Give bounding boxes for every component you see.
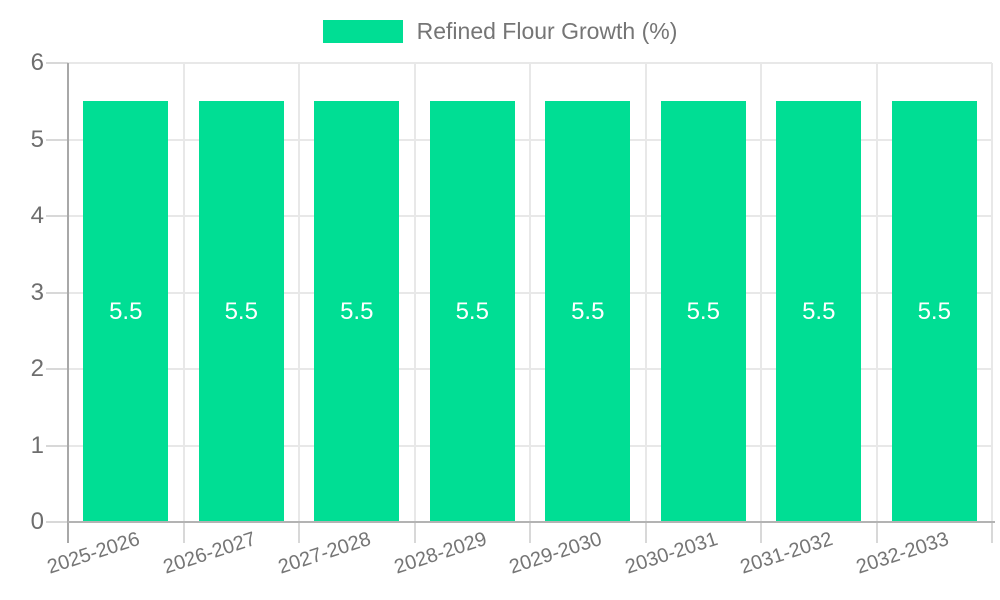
x-axis-tick xyxy=(182,522,185,543)
y-axis-tick xyxy=(46,291,68,294)
vertical-gridline xyxy=(529,63,531,522)
y-axis-label: 1 xyxy=(30,431,44,459)
bar[interactable]: 5.5 xyxy=(545,101,631,522)
bar-value-label: 5.5 xyxy=(686,297,720,325)
x-axis-tick xyxy=(298,522,300,543)
bar-value-label: 5.5 xyxy=(917,297,951,325)
bar[interactable]: 5.5 xyxy=(660,101,746,522)
y-axis-tick xyxy=(46,521,68,523)
x-axis-label: 2025-2026 xyxy=(44,528,143,579)
x-axis-label: 2029-2030 xyxy=(506,528,605,579)
vertical-gridline xyxy=(644,63,647,522)
vertical-gridline xyxy=(298,63,300,522)
y-axis-label: 3 xyxy=(30,278,44,306)
y-axis-label: 4 xyxy=(30,202,44,229)
x-axis-label: 2030-2031 xyxy=(622,528,721,579)
x-axis-label: 2027-2028 xyxy=(275,528,374,579)
x-axis-tick xyxy=(413,522,416,543)
bar-value-label: 5.5 xyxy=(802,297,836,325)
y-axis-label: 6 xyxy=(30,49,44,76)
y-axis-label: 2 xyxy=(30,355,44,382)
y-axis-tick xyxy=(46,62,68,64)
x-axis-tick xyxy=(644,522,647,543)
x-axis-tick xyxy=(991,522,993,543)
bar-value-label: 5.5 xyxy=(109,297,143,325)
vertical-gridline xyxy=(991,63,993,522)
bar[interactable]: 5.5 xyxy=(429,101,515,522)
legend-swatch xyxy=(322,20,403,43)
bar-value-label: 5.5 xyxy=(571,297,605,325)
y-axis-label: 0 xyxy=(30,508,44,535)
bar[interactable]: 5.5 xyxy=(776,101,862,522)
y-axis-line xyxy=(67,63,69,543)
bar[interactable]: 5.5 xyxy=(198,101,284,522)
y-axis-tick xyxy=(46,444,68,447)
y-axis-tick xyxy=(46,215,68,217)
vertical-gridline xyxy=(413,63,416,522)
x-axis-label: 2032-2033 xyxy=(853,528,952,579)
bar-value-label: 5.5 xyxy=(340,297,374,325)
vertical-gridline xyxy=(182,63,185,522)
x-axis-baseline xyxy=(68,521,995,523)
x-axis-tick xyxy=(529,522,531,543)
bar[interactable]: 5.5 xyxy=(314,101,400,522)
vertical-gridline xyxy=(875,63,878,522)
bar[interactable]: 5.5 xyxy=(83,101,169,522)
vertical-gridline xyxy=(760,63,762,522)
x-axis-tick xyxy=(875,522,878,543)
y-axis-label: 5 xyxy=(30,125,44,153)
y-axis-tick xyxy=(46,368,68,370)
x-axis-label: 2031-2032 xyxy=(737,528,836,579)
y-axis-tick xyxy=(46,138,68,141)
x-axis-label: 2028-2029 xyxy=(391,528,490,579)
chart-legend[interactable]: Refined Flour Growth (%) xyxy=(0,18,1000,44)
bar-value-label: 5.5 xyxy=(224,297,258,325)
bar[interactable]: 5.5 xyxy=(891,101,977,522)
legend-label: Refined Flour Growth (%) xyxy=(416,18,678,44)
bar-value-label: 5.5 xyxy=(455,297,489,325)
x-axis-label: 2026-2027 xyxy=(160,528,259,579)
x-axis-tick xyxy=(760,522,762,543)
